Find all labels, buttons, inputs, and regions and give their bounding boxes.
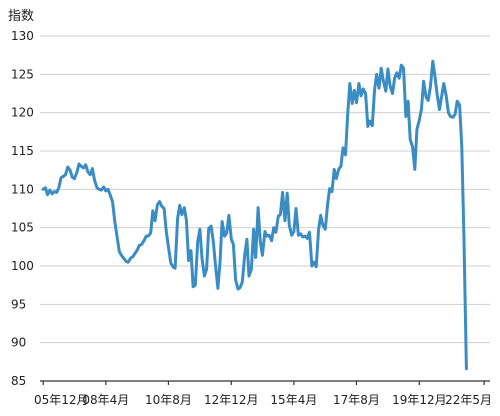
y-tick-label: 110 xyxy=(11,182,34,196)
x-tick-label: 12年12月 xyxy=(204,393,259,407)
y-tick-label: 85 xyxy=(11,374,26,388)
y-tick-label: 130 xyxy=(11,29,34,43)
y-tick-label: 115 xyxy=(11,144,34,158)
x-tick-label: 22年5月 xyxy=(445,393,492,407)
y-tick-label: 120 xyxy=(11,106,34,120)
y-tick-label: 95 xyxy=(11,297,26,311)
y-tick-label: 125 xyxy=(11,67,34,81)
x-tick-label: 15年4月 xyxy=(270,393,317,407)
series-group xyxy=(41,59,468,371)
y-tick-label: 105 xyxy=(11,221,34,235)
series-line xyxy=(41,59,468,371)
x-tick-label: 19年12月 xyxy=(392,393,447,407)
x-tick-label: 08年4月 xyxy=(82,393,129,407)
x-tick-label: 10年8月 xyxy=(145,393,192,407)
y-tick-label: 90 xyxy=(11,336,26,350)
y-axis-unit-label: 指数 xyxy=(8,9,34,24)
x-tick-label: 05年12月 xyxy=(34,393,89,407)
x-tick-label: 17年8月 xyxy=(333,393,380,407)
y-axis-ticks: 130 125 120 115 110 105 100 95 90 85 xyxy=(11,29,34,388)
y-tick-label: 100 xyxy=(11,259,34,273)
